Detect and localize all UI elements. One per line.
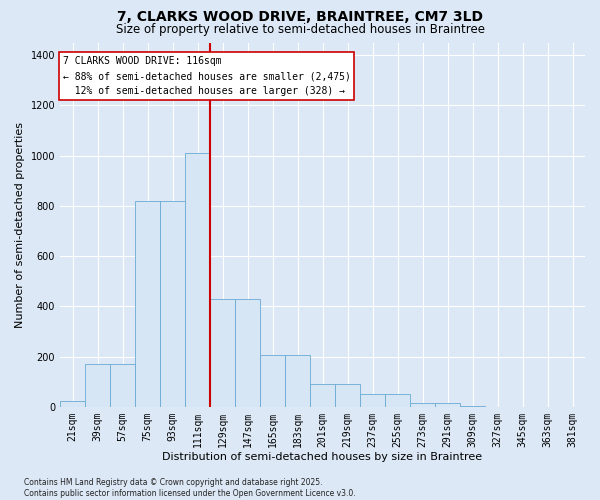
Bar xyxy=(310,384,335,407)
Bar xyxy=(160,201,185,407)
Bar xyxy=(435,403,460,407)
Bar xyxy=(410,403,435,407)
Bar xyxy=(110,364,135,407)
Bar xyxy=(335,384,360,407)
Text: Contains HM Land Registry data © Crown copyright and database right 2025.
Contai: Contains HM Land Registry data © Crown c… xyxy=(24,478,356,498)
Bar xyxy=(85,364,110,407)
Bar xyxy=(385,394,410,407)
Bar xyxy=(210,299,235,407)
Bar xyxy=(260,356,285,407)
Bar xyxy=(60,400,85,407)
Bar xyxy=(135,201,160,407)
Bar xyxy=(360,394,385,407)
X-axis label: Distribution of semi-detached houses by size in Braintree: Distribution of semi-detached houses by … xyxy=(163,452,482,462)
Bar xyxy=(185,153,210,407)
Y-axis label: Number of semi-detached properties: Number of semi-detached properties xyxy=(15,122,25,328)
Bar xyxy=(460,406,485,407)
Bar xyxy=(235,299,260,407)
Text: Size of property relative to semi-detached houses in Braintree: Size of property relative to semi-detach… xyxy=(115,22,485,36)
Text: 7, CLARKS WOOD DRIVE, BRAINTREE, CM7 3LD: 7, CLARKS WOOD DRIVE, BRAINTREE, CM7 3LD xyxy=(117,10,483,24)
Text: 7 CLARKS WOOD DRIVE: 116sqm
← 88% of semi-detached houses are smaller (2,475)
  : 7 CLARKS WOOD DRIVE: 116sqm ← 88% of sem… xyxy=(62,56,350,96)
Bar xyxy=(285,356,310,407)
